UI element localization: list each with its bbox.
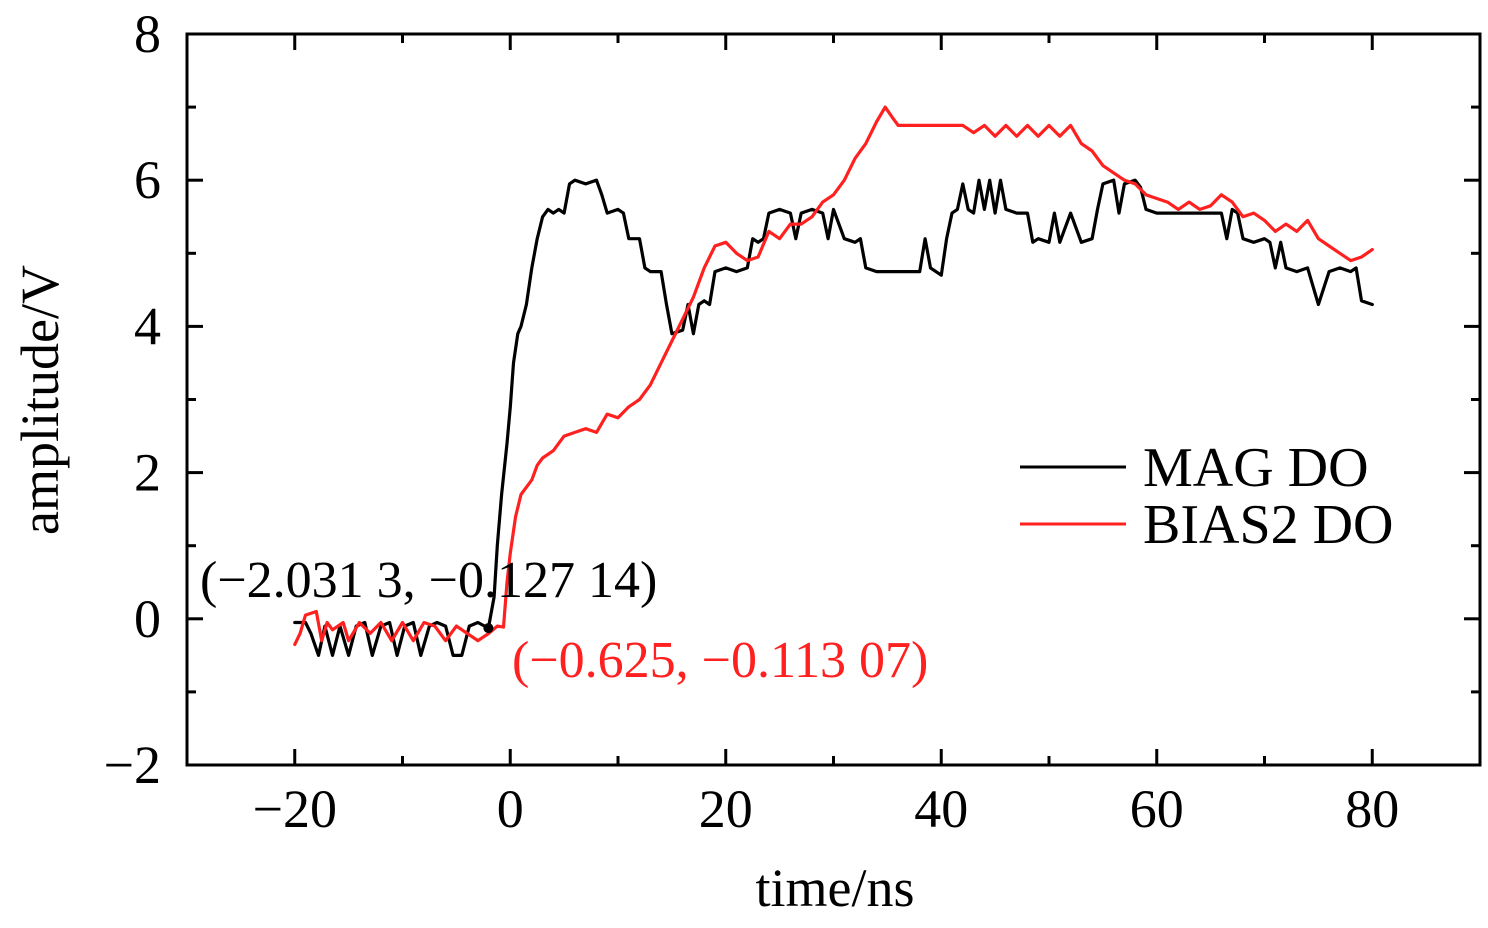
annotation-bias2-do: (−0.625, −0.113 07): [512, 632, 928, 689]
y-axis-label: amplitude/V: [10, 265, 70, 535]
annotation-points: [483, 623, 494, 634]
y-tick-label: 6: [134, 150, 161, 210]
axis-ticks: [185, 32, 1482, 767]
y-tick-label: −2: [104, 735, 161, 795]
series-line-1: [293, 105, 1374, 646]
x-tick-label: 60: [1130, 779, 1184, 839]
y-tick-label: 8: [134, 4, 161, 64]
x-tick-label: 40: [914, 779, 968, 839]
y-tick-label: 4: [134, 296, 161, 356]
x-tick-label: 80: [1345, 779, 1399, 839]
legend: MAG DO BIAS2 DO: [1020, 437, 1393, 556]
legend-label-bias2-do: BIAS2 DO: [1143, 494, 1393, 556]
annotation-mag-do: (−2.031 3, −0.127 14): [200, 552, 657, 609]
y-tick-label: 2: [134, 443, 161, 503]
y-tick-label: 0: [134, 589, 161, 649]
series-line-0: [293, 178, 1374, 657]
y-tick-labels: −2 0 2 4 6 8: [104, 4, 161, 795]
x-tick-label: 20: [699, 779, 753, 839]
x-tick-labels: −20 0 20 40 60 80: [253, 779, 1400, 839]
x-tick-label: −20: [253, 779, 337, 839]
legend-label-mag-do: MAG DO: [1143, 437, 1369, 499]
x-axis-label: time/ns: [756, 858, 915, 918]
series-layer: [293, 105, 1374, 657]
annotation-point-0: [483, 623, 494, 634]
x-tick-label: 0: [497, 779, 524, 839]
